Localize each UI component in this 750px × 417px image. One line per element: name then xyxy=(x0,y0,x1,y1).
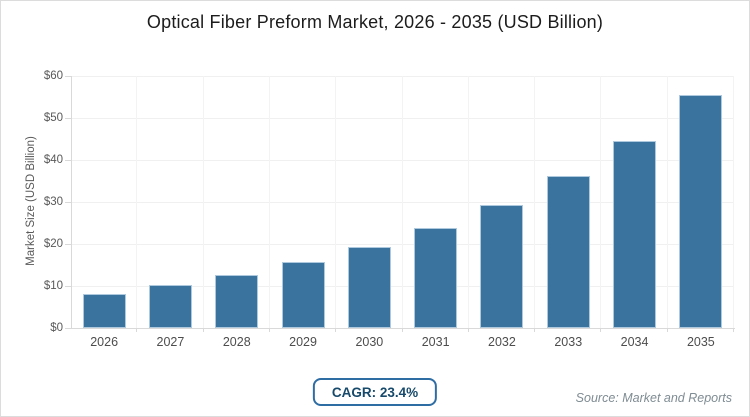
v-gridline xyxy=(268,76,270,328)
bar xyxy=(82,293,126,328)
x-tick-label: 2031 xyxy=(421,335,450,349)
y-tick-label: $40 xyxy=(43,154,63,166)
plot-area xyxy=(71,76,734,328)
x-tick-mark xyxy=(335,328,337,332)
x-tick-label: 2030 xyxy=(355,335,384,349)
bar xyxy=(480,204,524,328)
bar xyxy=(347,247,391,328)
y-tick-mark xyxy=(65,118,71,119)
y-tick-mark xyxy=(65,202,71,203)
x-tick-mark xyxy=(666,328,668,332)
x-tick-label: 2032 xyxy=(488,335,516,349)
y-tick-mark xyxy=(65,244,71,245)
bar xyxy=(546,176,590,328)
v-gridline xyxy=(136,76,138,328)
h-gridline xyxy=(71,160,734,161)
bar xyxy=(215,275,259,328)
bar xyxy=(414,228,458,328)
cagr-badge: CAGR: 23.4% xyxy=(312,378,438,406)
v-gridline xyxy=(335,76,337,328)
h-gridline xyxy=(71,202,734,203)
source-note: Source: Market and Reports xyxy=(575,391,732,405)
v-gridline xyxy=(733,76,734,328)
bar xyxy=(281,262,325,328)
x-tick-label: 2034 xyxy=(620,335,649,349)
v-gridline xyxy=(202,76,204,328)
x-tick-mark xyxy=(733,328,734,332)
y-tick-label: $10 xyxy=(43,280,63,292)
h-gridline xyxy=(71,286,734,287)
cagr-label: CAGR: 23.4% xyxy=(331,384,419,400)
v-gridline xyxy=(534,76,536,328)
x-tick-label: 2027 xyxy=(156,335,185,349)
h-gridline xyxy=(71,118,734,119)
y-tick-mark xyxy=(65,160,71,161)
bar xyxy=(679,95,723,328)
y-tick-label: $0 xyxy=(50,322,63,334)
x-tick-mark xyxy=(600,328,602,332)
y-tick-mark xyxy=(65,328,71,329)
x-tick-label: 2028 xyxy=(222,335,251,349)
x-axis-line xyxy=(71,328,735,329)
x-tick-mark xyxy=(534,328,536,332)
bar xyxy=(613,140,657,328)
y-tick-label: $60 xyxy=(43,70,63,82)
x-tick-mark xyxy=(467,328,469,332)
x-tick-mark xyxy=(202,328,204,332)
bar xyxy=(148,285,192,328)
x-tick-mark xyxy=(268,328,270,332)
y-tick-label: $20 xyxy=(43,238,63,250)
h-gridline xyxy=(71,244,734,245)
v-gridline xyxy=(467,76,469,328)
x-tick-label: 2035 xyxy=(686,335,715,349)
y-tick-label: $30 xyxy=(43,196,63,208)
x-tick-mark xyxy=(401,328,403,332)
v-gridline xyxy=(600,76,602,328)
v-gridline xyxy=(401,76,403,328)
y-tick-mark xyxy=(65,286,71,287)
chart-title: Optical Fiber Preform Market, 2026 - 203… xyxy=(146,12,604,32)
y-axis-line xyxy=(71,76,72,328)
x-tick-label: 2033 xyxy=(554,335,583,349)
x-tick-label: 2029 xyxy=(289,335,317,349)
h-gridline xyxy=(71,76,734,77)
x-tick-label: 2026 xyxy=(90,335,119,349)
y-tick-label: $50 xyxy=(43,112,63,124)
x-tick-mark xyxy=(136,328,138,332)
v-gridline xyxy=(666,76,668,328)
y-tick-mark xyxy=(65,76,71,77)
